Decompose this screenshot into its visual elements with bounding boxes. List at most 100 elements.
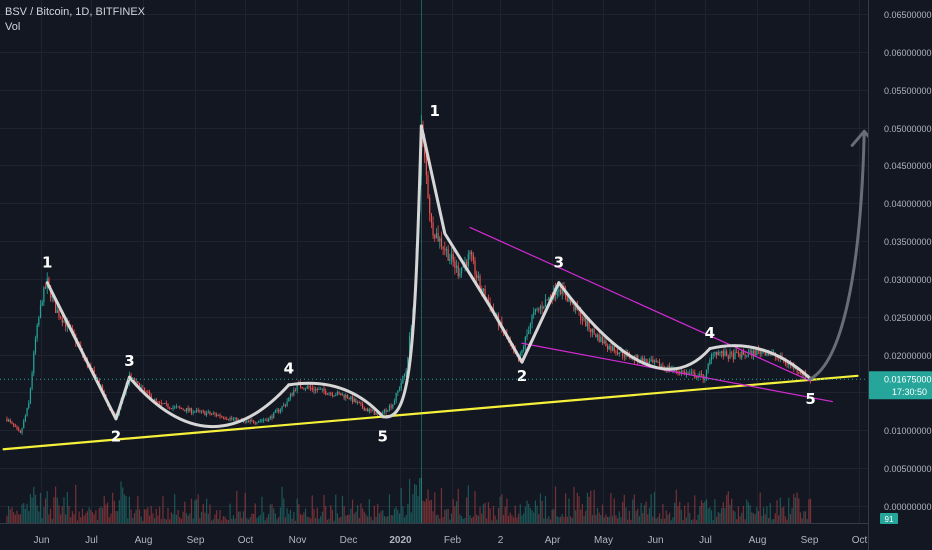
volume-bar bbox=[685, 517, 687, 523]
volume-bar bbox=[286, 508, 288, 523]
candle-body bbox=[449, 258, 451, 261]
volume-indicator-label[interactable]: Vol bbox=[5, 21, 21, 33]
volume-bar bbox=[544, 496, 547, 523]
volume-bar bbox=[323, 494, 325, 523]
candle-body bbox=[759, 350, 761, 354]
time-axis[interactable]: Jun Jul Aug Sep Oct Nov Dec 2020 Feb 2 Apr May Jun Ju… bbox=[0, 523, 868, 547]
volume-bar bbox=[563, 517, 565, 523]
candle-body bbox=[254, 422, 256, 424]
volume-bar bbox=[160, 519, 162, 523]
volume-bar bbox=[548, 516, 550, 523]
elliott-wave-path[interactable] bbox=[45, 281, 131, 421]
candle-body bbox=[556, 291, 558, 296]
volume-bar bbox=[796, 492, 798, 523]
volume-bar bbox=[278, 516, 280, 523]
volume-bar bbox=[583, 515, 585, 523]
volume-bar bbox=[402, 506, 404, 523]
candle-body bbox=[476, 274, 478, 278]
volume-bar bbox=[316, 507, 318, 523]
volume-bar bbox=[444, 509, 446, 523]
candle-body bbox=[348, 397, 350, 400]
rally-curve[interactable] bbox=[381, 124, 423, 419]
x-tick-label: Aug bbox=[749, 535, 767, 546]
candle-body bbox=[455, 265, 458, 268]
volume-bar bbox=[216, 510, 218, 523]
volume-bar bbox=[320, 516, 322, 523]
volume-bars bbox=[6, 478, 812, 523]
volume-bar bbox=[140, 516, 142, 523]
candle-body bbox=[538, 309, 540, 310]
volume-bar bbox=[680, 509, 682, 523]
volume-bar bbox=[326, 519, 328, 523]
candle-body bbox=[301, 387, 303, 389]
elliott-wave-path[interactable] bbox=[419, 124, 561, 364]
candle-body bbox=[153, 399, 156, 401]
volume-bar bbox=[117, 511, 119, 523]
wedge-lower-line[interactable] bbox=[521, 342, 833, 403]
candle-body bbox=[335, 395, 337, 396]
candle-body bbox=[345, 394, 347, 398]
volume-bar bbox=[63, 497, 65, 523]
candle-body bbox=[471, 251, 473, 256]
candle-body bbox=[269, 416, 271, 419]
candle-body bbox=[341, 394, 344, 396]
candle-body bbox=[242, 421, 245, 423]
candle-body bbox=[259, 420, 261, 422]
volume-bar bbox=[459, 514, 461, 523]
volume-bar bbox=[529, 508, 531, 523]
candle-body bbox=[387, 410, 389, 412]
volume-bar bbox=[385, 516, 387, 523]
candle-body bbox=[167, 403, 169, 408]
projection-arrow[interactable] bbox=[809, 129, 866, 381]
volume-bar bbox=[365, 514, 367, 523]
candle-body bbox=[226, 418, 228, 420]
volume-bar bbox=[190, 498, 193, 523]
volume-bar bbox=[273, 508, 275, 523]
rounded-bottom-curve[interactable] bbox=[557, 281, 712, 371]
x-tick-label: Apr bbox=[545, 535, 561, 546]
volume-bar bbox=[754, 514, 756, 523]
volume-bar bbox=[195, 499, 198, 523]
candle-body bbox=[148, 392, 151, 396]
candle-body bbox=[373, 410, 375, 415]
volume-bar bbox=[26, 503, 28, 523]
volume-bar bbox=[784, 516, 786, 523]
candle-body bbox=[48, 278, 50, 286]
symbol-title[interactable]: BSV / Bitcoin, 1D, BITFINEX bbox=[5, 6, 145, 18]
volume-bar bbox=[462, 519, 464, 523]
candle-body bbox=[323, 388, 325, 392]
volume-bar bbox=[44, 498, 47, 523]
volume-bar bbox=[249, 517, 251, 523]
candle-body bbox=[135, 381, 137, 383]
volume-bar bbox=[61, 506, 63, 523]
volume-bar bbox=[48, 514, 50, 523]
volume-bar bbox=[524, 506, 526, 523]
rounded-top-curve[interactable] bbox=[708, 344, 813, 381]
volume-bar bbox=[153, 518, 156, 523]
support-trendline[interactable] bbox=[2, 374, 859, 451]
candle-body bbox=[539, 306, 542, 310]
rounded-top-curve[interactable] bbox=[287, 381, 385, 419]
wedge-upper-line[interactable] bbox=[469, 226, 812, 382]
candle-body bbox=[736, 352, 738, 353]
candle-body bbox=[393, 400, 396, 405]
candle-body bbox=[16, 426, 18, 429]
candle-body bbox=[734, 352, 736, 360]
volume-bar bbox=[576, 492, 578, 523]
volume-bar bbox=[167, 507, 169, 523]
price-axis[interactable]: 0.06500000 0.06000000 0.05500000 0.05000000… bbox=[868, 0, 932, 550]
candle-body bbox=[306, 386, 308, 389]
volume-bar bbox=[786, 519, 788, 523]
rounded-bottom-curve[interactable] bbox=[127, 375, 291, 429]
candle-body bbox=[477, 276, 479, 278]
candle-body bbox=[169, 407, 171, 409]
volume-bar bbox=[91, 512, 94, 523]
candle-body bbox=[383, 409, 386, 413]
volume-bar bbox=[710, 510, 713, 523]
volume-bar bbox=[362, 508, 364, 523]
volume-bar bbox=[123, 494, 125, 523]
volume-bar bbox=[727, 491, 729, 523]
volume-bar bbox=[81, 508, 84, 523]
candle-body bbox=[754, 350, 756, 356]
